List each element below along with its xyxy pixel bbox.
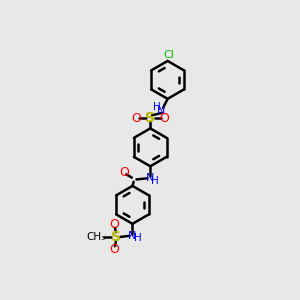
Text: O: O xyxy=(109,218,119,231)
Text: O: O xyxy=(131,112,141,124)
Text: H: H xyxy=(134,233,142,243)
Text: N: N xyxy=(146,173,154,183)
Text: O: O xyxy=(119,167,129,179)
Text: N: N xyxy=(128,231,137,241)
Text: H: H xyxy=(152,176,159,186)
Text: O: O xyxy=(160,112,170,124)
Text: CH₃: CH₃ xyxy=(86,232,105,242)
Text: S: S xyxy=(111,230,121,244)
Text: S: S xyxy=(145,111,155,125)
Text: N: N xyxy=(157,106,165,116)
Text: H: H xyxy=(153,102,161,112)
Text: Cl: Cl xyxy=(163,50,174,60)
Text: O: O xyxy=(109,243,119,256)
